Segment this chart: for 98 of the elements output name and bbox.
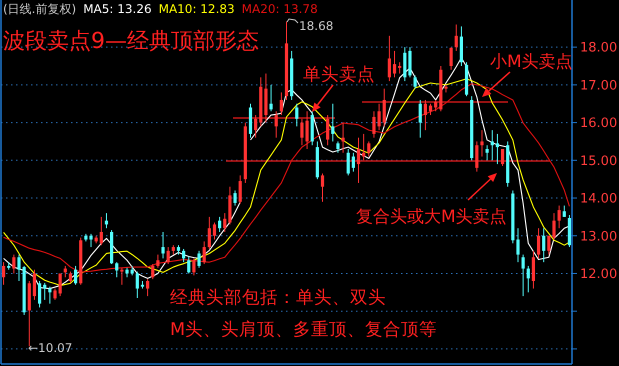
candlestick bbox=[490, 130, 494, 161]
candlestick bbox=[280, 92, 283, 116]
candlestick bbox=[233, 190, 237, 206]
candlestick bbox=[104, 212, 108, 229]
candlestick bbox=[161, 231, 165, 259]
y-tick-label: 12.00 bbox=[580, 267, 618, 282]
candlestick bbox=[398, 62, 402, 74]
candlestick bbox=[295, 103, 298, 127]
candlestick bbox=[326, 114, 330, 146]
candlestick bbox=[362, 133, 366, 161]
candlestick bbox=[68, 271, 72, 284]
candlestick bbox=[336, 140, 340, 154]
candlestick bbox=[300, 118, 304, 146]
candlestick bbox=[146, 278, 150, 297]
annotation: ←10.07 bbox=[28, 341, 72, 355]
candlestick bbox=[305, 110, 309, 150]
candlestick bbox=[516, 228, 520, 263]
text: MA5: 13.26 bbox=[83, 2, 152, 16]
candlestick bbox=[486, 144, 489, 161]
candlestick bbox=[418, 99, 422, 138]
candlestick bbox=[64, 265, 67, 278]
annotation: (日线.前复权) bbox=[3, 2, 76, 16]
candlestick bbox=[48, 286, 52, 304]
candlestick bbox=[156, 254, 160, 268]
candlestick bbox=[17, 254, 21, 282]
candlestick bbox=[2, 262, 6, 286]
candlestick bbox=[125, 267, 129, 278]
candlestick bbox=[74, 265, 78, 286]
candlestick bbox=[197, 250, 201, 268]
candlestick bbox=[202, 240, 206, 265]
candlestick bbox=[151, 264, 154, 280]
candlestick bbox=[38, 280, 42, 308]
candlestick bbox=[58, 272, 62, 297]
candlestick bbox=[547, 235, 550, 256]
candlestick bbox=[475, 140, 478, 172]
candlestick bbox=[526, 265, 530, 293]
y-tick-label: 13.00 bbox=[580, 229, 618, 244]
candlestick bbox=[428, 103, 432, 116]
candlestick bbox=[377, 103, 381, 131]
candlestick bbox=[500, 148, 504, 166]
candlestick bbox=[367, 140, 370, 158]
y-tick-label: 16.00 bbox=[580, 116, 618, 132]
y-tick-label: 18.00 bbox=[580, 40, 618, 56]
candlestick bbox=[115, 262, 118, 278]
candlestick bbox=[552, 212, 556, 240]
candlestick bbox=[414, 74, 417, 90]
candlestick bbox=[218, 216, 222, 232]
annotation: 复合头或大M头卖点 bbox=[356, 207, 507, 227]
candlestick bbox=[346, 148, 350, 176]
candlestick bbox=[562, 205, 566, 218]
candlestick bbox=[172, 244, 175, 256]
candlestick bbox=[223, 212, 226, 232]
candlestick bbox=[532, 250, 536, 290]
candlestick bbox=[166, 246, 170, 265]
candlestick bbox=[269, 84, 273, 112]
candlestick bbox=[176, 244, 180, 256]
candlestick bbox=[43, 282, 46, 300]
y-tick-label: 15.00 bbox=[580, 154, 618, 169]
candlestick bbox=[238, 174, 242, 204]
candlestick bbox=[522, 254, 525, 297]
annotation: 经典头部包括：单头、双头 bbox=[170, 287, 386, 308]
text: MA10: 12.83 bbox=[158, 2, 235, 16]
candlestick bbox=[254, 114, 258, 138]
annotation: M头、头肩顶、多重顶、复合顶等 bbox=[170, 319, 438, 340]
annotation: 18.68 bbox=[299, 19, 334, 33]
annotation: 单头卖点 bbox=[303, 65, 375, 85]
candlestick bbox=[208, 216, 211, 250]
candlestick bbox=[187, 256, 190, 274]
candlestick bbox=[341, 122, 345, 154]
annotation: 小M头卖点 bbox=[490, 52, 573, 72]
candlestick bbox=[454, 24, 458, 52]
candlestick bbox=[450, 46, 453, 70]
candlestick bbox=[130, 265, 134, 276]
candlestick bbox=[320, 173, 324, 202]
candlestick bbox=[120, 267, 124, 286]
candlestick bbox=[274, 110, 278, 138]
candlestick bbox=[12, 254, 16, 274]
y-tick-label: 14.00 bbox=[580, 192, 618, 207]
candlestick bbox=[558, 205, 561, 229]
candlestick bbox=[212, 222, 216, 240]
candlestick bbox=[192, 258, 196, 276]
candlestick bbox=[542, 228, 546, 263]
candlestick bbox=[32, 269, 36, 300]
candlestick bbox=[382, 88, 386, 127]
candlestick bbox=[356, 137, 360, 184]
candlestick bbox=[388, 35, 391, 82]
candlestick bbox=[352, 152, 355, 172]
candlestick bbox=[424, 99, 427, 131]
candlestick bbox=[536, 228, 540, 259]
candlestick bbox=[372, 110, 376, 138]
text: 波段卖点9—经典顶部形态 bbox=[3, 29, 259, 54]
candlestick bbox=[53, 288, 57, 300]
candlestick bbox=[136, 271, 139, 298]
candlestick bbox=[331, 103, 334, 142]
y-tick-label: 17.00 bbox=[580, 78, 618, 94]
candlestick bbox=[182, 248, 186, 263]
candlestick bbox=[392, 50, 396, 78]
text: MA20: 13.78 bbox=[242, 2, 318, 16]
